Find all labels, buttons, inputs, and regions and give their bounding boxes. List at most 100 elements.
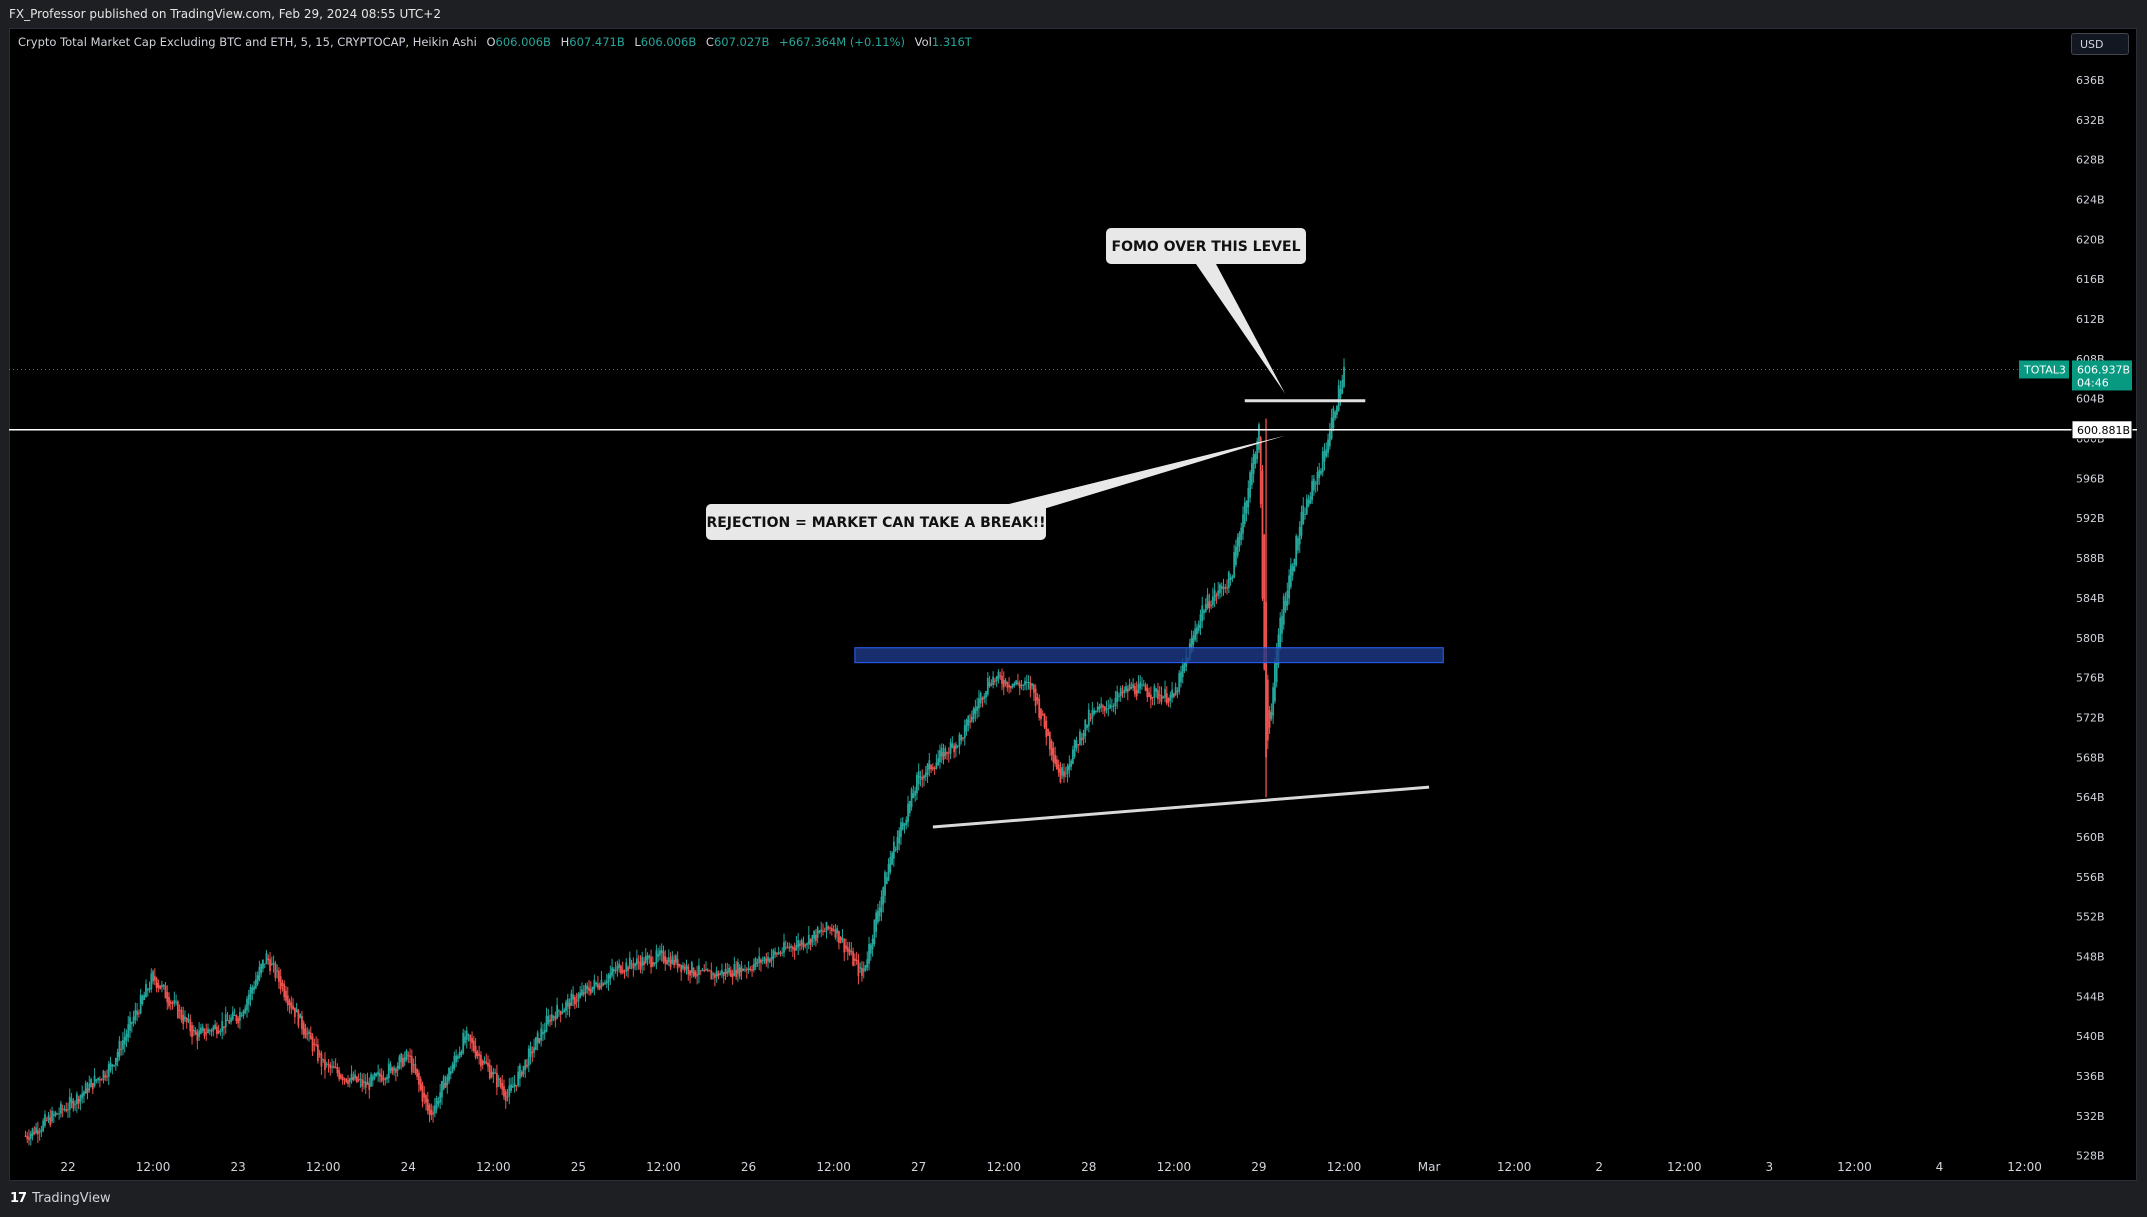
candle [279, 969, 282, 995]
candle [1029, 675, 1032, 698]
candle-body [910, 789, 913, 807]
candle-body [1100, 703, 1103, 708]
candle [1178, 670, 1181, 695]
candle-body [1270, 712, 1273, 719]
candle [1116, 685, 1119, 709]
candle [887, 858, 890, 882]
candle-body [469, 1034, 472, 1041]
candle-body [814, 934, 817, 941]
candle-body [1102, 705, 1104, 708]
candle-body [1045, 720, 1048, 738]
candle-body [873, 919, 876, 944]
candle [1327, 433, 1329, 458]
candle [239, 1007, 241, 1030]
candle [120, 1040, 123, 1056]
candle [405, 1049, 408, 1062]
candle-body [409, 1055, 411, 1057]
candle [687, 963, 690, 981]
candle [1238, 531, 1241, 552]
chart-frame[interactable] [9, 28, 2137, 1181]
candle [52, 1110, 55, 1123]
candle [283, 980, 286, 1001]
candle-body [799, 943, 801, 946]
candle-body [1164, 688, 1166, 698]
y-tick-label: 560B [2076, 831, 2105, 844]
currency-selector[interactable]: USD [2071, 33, 2129, 55]
candle [286, 986, 289, 1012]
candle-body [944, 748, 947, 757]
candle [1256, 437, 1259, 464]
candle-body [1064, 773, 1067, 775]
candle [228, 1014, 231, 1024]
candle [845, 938, 847, 952]
candle-body [143, 994, 146, 1000]
legend-volume: 1.316T [931, 35, 972, 49]
candle [953, 742, 956, 759]
candle-body [474, 1045, 477, 1058]
candle [586, 982, 589, 994]
level-tag-box [2071, 420, 2133, 440]
candle-body [1095, 710, 1097, 713]
candle [1082, 729, 1085, 746]
candle [1144, 682, 1147, 692]
candle [327, 1059, 330, 1073]
candle [100, 1078, 103, 1081]
candle-body [869, 944, 872, 954]
candle-body [829, 927, 831, 929]
candle-body [318, 1052, 321, 1055]
last-price-value: 606.937B [2077, 363, 2130, 376]
candle [1233, 544, 1236, 579]
candle-body [141, 995, 144, 1004]
candle-body [740, 965, 743, 973]
candle-body [359, 1078, 362, 1080]
candle-body [776, 953, 778, 955]
candle [164, 982, 167, 999]
candle-body [804, 944, 807, 946]
candle [1162, 695, 1165, 699]
candle-body [414, 1064, 417, 1074]
candle [44, 1110, 46, 1128]
candle [217, 1024, 220, 1035]
candle-body [1146, 687, 1149, 698]
candle-body [602, 983, 605, 986]
candle [123, 1028, 126, 1053]
candle-body [639, 962, 642, 970]
candle [428, 1103, 431, 1123]
candle [1068, 755, 1071, 778]
candle [841, 929, 844, 943]
candle-body [185, 1018, 188, 1023]
candle-body [184, 1016, 186, 1020]
candle-body [145, 984, 147, 998]
candle-body [1254, 454, 1257, 464]
candle-body [444, 1082, 447, 1088]
candle [605, 973, 608, 989]
candle-body [834, 929, 837, 938]
candle-body [1266, 679, 1269, 741]
candle-body [253, 986, 255, 991]
candle-body [967, 715, 970, 726]
candle [74, 1100, 76, 1111]
candle [575, 992, 578, 1008]
candle [487, 1055, 489, 1072]
candle [1240, 522, 1243, 546]
candle-body [573, 997, 576, 1005]
candle [699, 969, 702, 976]
candle [598, 982, 601, 991]
candle-body [102, 1070, 105, 1080]
candle-body [694, 971, 697, 978]
y-tick-label: 580B [2076, 632, 2105, 645]
candle [706, 968, 709, 973]
candle [451, 1061, 454, 1074]
candle-body [1289, 564, 1292, 587]
candle-body [930, 764, 932, 770]
x-tick-label: 28 [1081, 1160, 1096, 1174]
candle-body [118, 1040, 121, 1057]
candle [1336, 404, 1338, 419]
candle-body [161, 985, 163, 988]
candle [616, 960, 619, 977]
candle-body [1196, 627, 1198, 635]
candle [985, 690, 987, 705]
candle-body [162, 984, 165, 987]
candle-body [852, 951, 855, 966]
